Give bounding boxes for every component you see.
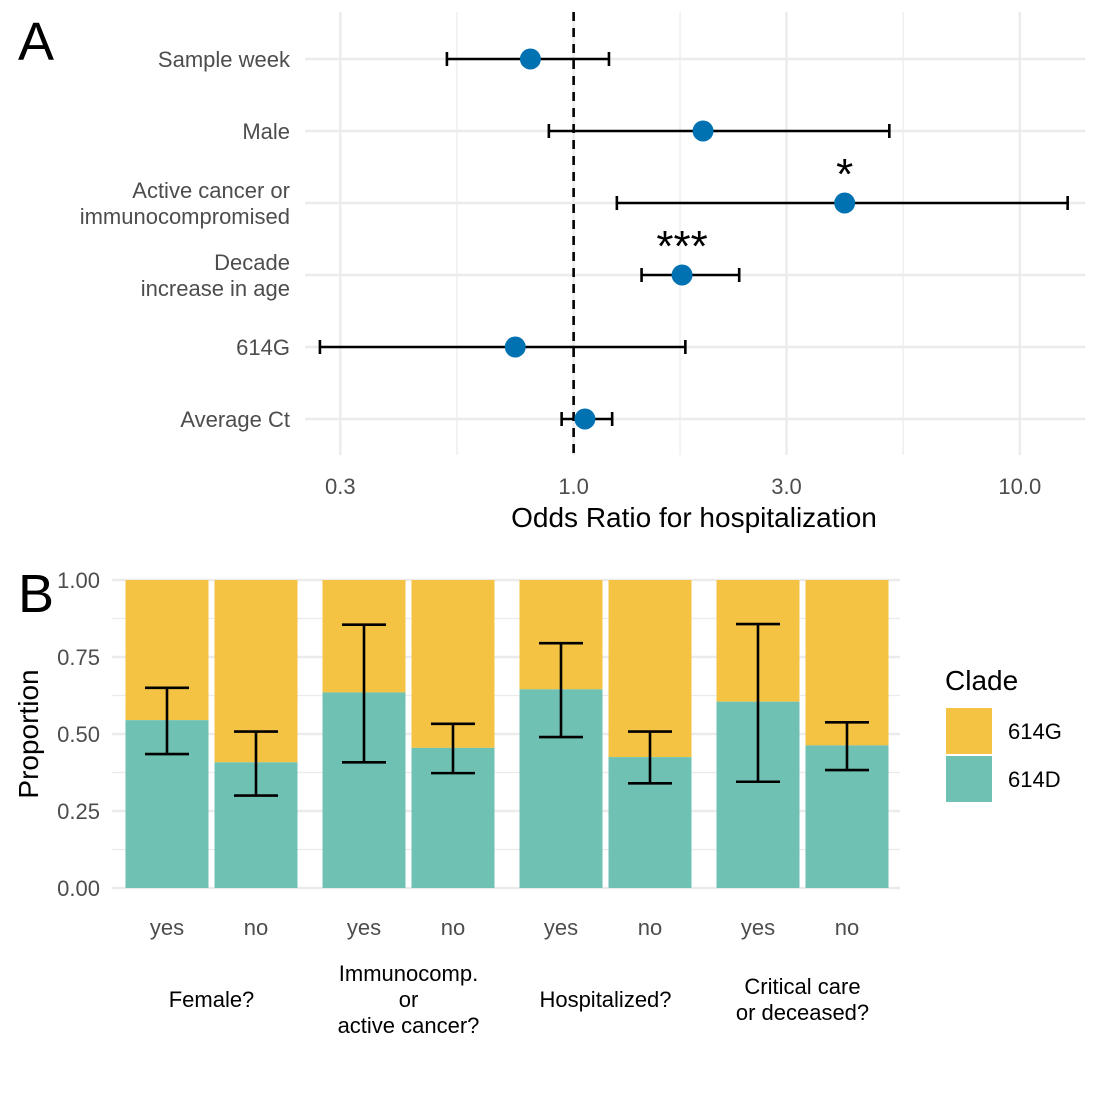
odds-ratio-point (574, 408, 596, 430)
significance-marker: * (836, 150, 853, 199)
bar-x-tick-label: no (638, 915, 662, 940)
bar-y-axis-title: Proportion (13, 669, 44, 798)
forest-x-tick-label: 3.0 (771, 474, 802, 499)
forest-row: * (615, 150, 1069, 214)
bar-x-tick-label: no (835, 915, 859, 940)
legend-title: Clade (945, 665, 1018, 696)
bar-segment-614g (411, 580, 495, 748)
bar-x-tick-label: yes (741, 915, 775, 940)
forest-row (547, 120, 891, 142)
forest-x-tick-labels: 0.3 1.0 3.0 10.0 (325, 474, 1041, 499)
forest-row-label: Active cancer or (132, 178, 290, 203)
forest-row (318, 336, 687, 358)
forest-x-tick-label: 1.0 (558, 474, 589, 499)
odds-ratio-point (834, 192, 856, 214)
forest-x-tick-label: 0.3 (325, 474, 356, 499)
forest-row-label: 614G (236, 335, 290, 360)
bar-y-tick-label: 0.75 (57, 645, 100, 670)
forest-row-label: Male (242, 119, 290, 144)
forest-row-label: Average Ct (180, 407, 290, 432)
forest-row-label: immunocompromised (80, 204, 290, 229)
forest-y-tick-labels: Sample week Male Active cancer orimmunocom… (80, 47, 291, 432)
legend: Clade 614G 614D (945, 665, 1062, 802)
bar-y-tick-label: 1.00 (57, 568, 100, 593)
forest-x-tick-label: 10.0 (998, 474, 1041, 499)
panel-label-a: A (18, 12, 54, 72)
bar-group-label: Female? (169, 987, 255, 1012)
bar-x-tick-label: yes (347, 915, 381, 940)
legend-entry-label: 614D (1008, 767, 1061, 792)
bar-stack (411, 580, 495, 888)
bar-group-label: active cancer? (338, 1013, 480, 1038)
bar-stack (805, 580, 889, 888)
forest-row: *** (640, 222, 741, 286)
odds-ratio-point (692, 120, 714, 142)
bar-segment-614g (608, 580, 692, 758)
panel-label-b: B (18, 564, 54, 624)
bar-y-tick-labels: 0.00 0.25 0.50 0.75 1.00 (57, 568, 100, 901)
bar-stack (519, 580, 603, 888)
bar-stack (608, 580, 692, 888)
bar-group-label: Critical care (744, 974, 860, 999)
bar-stack (322, 580, 406, 888)
bar-stack (125, 580, 209, 888)
odds-ratio-point (671, 264, 693, 286)
significance-marker: *** (656, 222, 707, 271)
bar-marks (125, 580, 889, 888)
bar-group-label: or deceased? (736, 1000, 869, 1025)
bar-segment-614g (805, 580, 889, 746)
bar-stack (716, 580, 800, 888)
forest-row (445, 48, 611, 70)
stacked-bar-chart: 0.00 0.25 0.50 0.75 1.00 yes no yes no yes no yes n… (13, 564, 1062, 1038)
forest-row-label: Sample week (158, 47, 291, 72)
bar-group-label: or (399, 987, 419, 1012)
legend-entry-label: 614G (1008, 719, 1062, 744)
bar-x-tick-labels: yes no yes no yes no yes no (150, 915, 859, 940)
bar-y-tick-label: 0.50 (57, 722, 100, 747)
bar-x-tick-label: no (441, 915, 465, 940)
bar-stack (214, 580, 298, 888)
bar-y-tick-label: 0.25 (57, 799, 100, 824)
bar-group-label: Immunocomp. (339, 961, 478, 986)
odds-ratio-point (504, 336, 526, 358)
forest-marks: **** (318, 48, 1069, 430)
bar-group-label: Hospitalized? (539, 987, 671, 1012)
bar-x-tick-label: no (244, 915, 268, 940)
bar-x-tick-label: yes (544, 915, 578, 940)
forest-row-label: Decade (214, 250, 290, 275)
legend-swatch (946, 756, 992, 802)
odds-ratio-point (519, 48, 541, 70)
forest-row-label: increase in age (141, 276, 290, 301)
bar-y-tick-label: 0.00 (57, 876, 100, 901)
forest-row (560, 408, 614, 430)
bar-x-tick-label: yes (150, 915, 184, 940)
legend-swatch (946, 708, 992, 754)
forest-x-axis-title: Odds Ratio for hospitalization (511, 502, 877, 533)
